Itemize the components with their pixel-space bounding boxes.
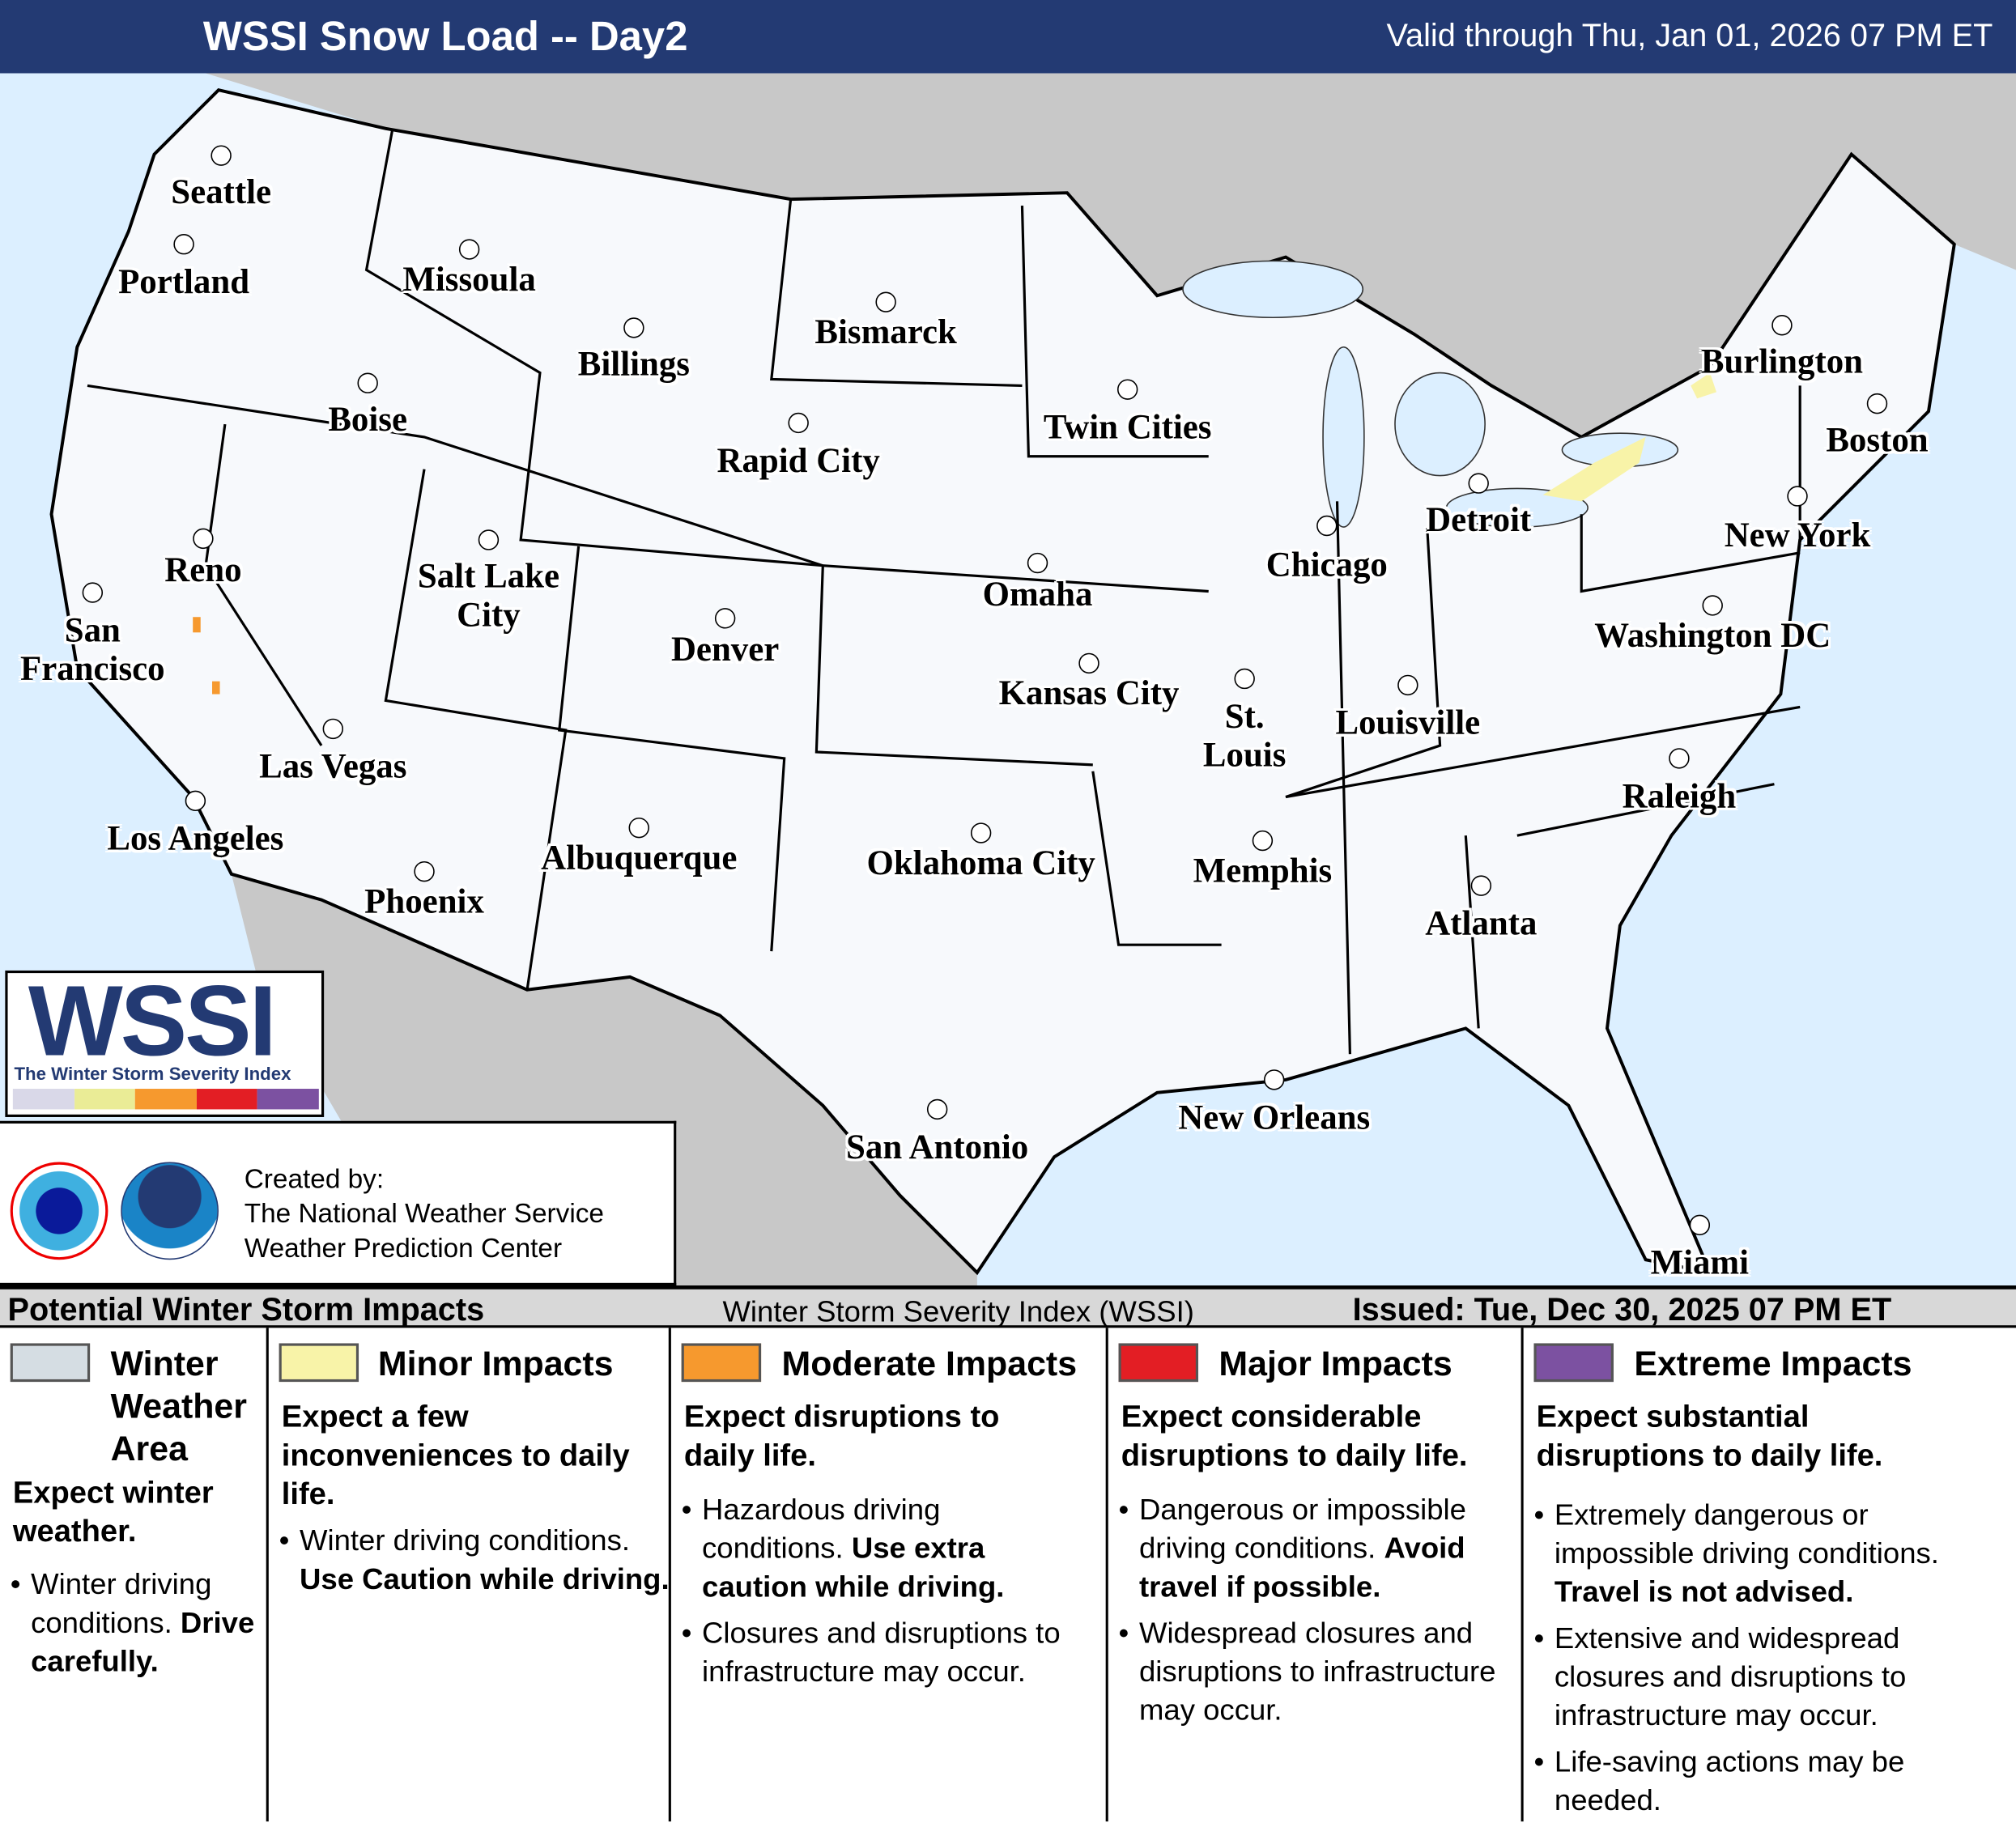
legend-subtitle: Winter Storm Severity Index (WSSI) bbox=[722, 1294, 1194, 1328]
map-title: WSSI Snow Load -- Day2 bbox=[202, 12, 688, 60]
legend-winter-weather: Winter Weather Area Expect winter weathe… bbox=[0, 1328, 269, 1822]
snow-moderate-areas bbox=[193, 617, 220, 695]
noaa-logo bbox=[121, 1162, 219, 1260]
us-land bbox=[49, 87, 1956, 1276]
credit-line-2: The National Weather Service bbox=[244, 1199, 604, 1230]
legend-header: Potential Winter Storm Impacts Winter St… bbox=[0, 1285, 2016, 1328]
legend-major: Major Impacts Expect considerable disrup… bbox=[1108, 1328, 1524, 1822]
canada-land bbox=[206, 73, 2016, 437]
wssi-logo: WSSI The Winter Storm Severity Index bbox=[5, 964, 325, 1117]
nws-logo bbox=[10, 1162, 108, 1260]
header: WSSI Snow Load -- Day2 Valid through Thu… bbox=[0, 0, 2016, 74]
state-lines bbox=[87, 130, 1801, 1055]
credit-line-1: Created by: bbox=[244, 1164, 385, 1195]
map: Seattle Portland Missoula Bismarck Billi… bbox=[0, 73, 2016, 1286]
severity-color-bar bbox=[12, 1089, 319, 1110]
legend-moderate: Moderate Impacts Expect disruptions to d… bbox=[670, 1328, 1108, 1822]
credit-box: Created by: The National Weather Service… bbox=[0, 1120, 677, 1285]
legend-title: Potential Winter Storm Impacts bbox=[7, 1291, 485, 1328]
issued-time: Issued: Tue, Dec 30, 2025 07 PM ET bbox=[1352, 1291, 1892, 1328]
map-base bbox=[49, 73, 2016, 1285]
legend-minor: Minor Impacts Expect a few inconvenience… bbox=[268, 1328, 671, 1822]
credit-line-3: Weather Prediction Center bbox=[244, 1234, 563, 1264]
legend-extreme: Extreme Impacts Expect substantial disru… bbox=[1523, 1328, 2016, 1822]
valid-time: Valid through Thu, Jan 01, 2026 07 PM ET bbox=[1386, 18, 1993, 54]
snow-minor-areas bbox=[1542, 372, 1716, 502]
